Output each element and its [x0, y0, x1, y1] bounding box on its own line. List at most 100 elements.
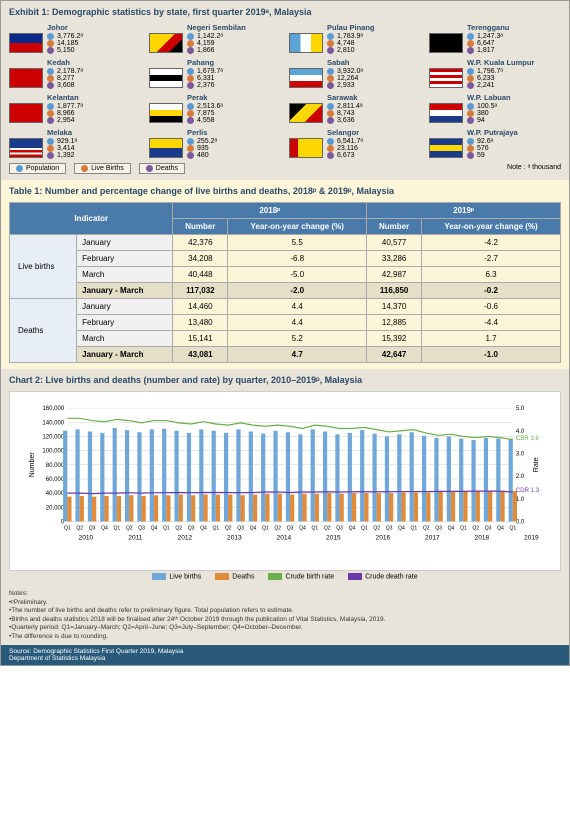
deaths-icon [467, 82, 474, 89]
exhibit-section: Exhibit 1: Demographic statistics by sta… [1, 1, 569, 180]
state-livebirths: 8,743 [337, 110, 355, 117]
livebirths-icon [47, 75, 54, 82]
state-livebirths: 6,647 [477, 40, 495, 47]
livebirths-icon [327, 110, 334, 117]
state-flag [149, 68, 183, 88]
svg-text:120,000: 120,000 [42, 434, 65, 440]
state-name: Selangor [327, 128, 363, 137]
note-line: •Births and deaths statistics 2018 will … [9, 616, 561, 624]
chart-legend-item: Live births [152, 573, 201, 580]
svg-text:Q2: Q2 [76, 526, 83, 532]
deaths-icon [187, 82, 194, 89]
livebirths-icon [47, 145, 54, 152]
svg-text:40,000: 40,000 [46, 491, 65, 497]
svg-text:Q4: Q4 [398, 526, 405, 532]
state-population: 100.5ᵃ [477, 103, 497, 110]
state-flag [149, 33, 183, 53]
svg-text:Q3: Q3 [237, 526, 244, 532]
livebirths-icon [187, 75, 194, 82]
svg-text:Q1: Q1 [460, 526, 467, 532]
livebirths-icon [187, 110, 194, 117]
table-row: March15,1415.215,3921.7 [10, 331, 561, 347]
svg-text:Q3: Q3 [138, 526, 145, 532]
svg-text:Q1: Q1 [311, 526, 318, 532]
notes-section: Notes: •ᵖPreliminary.•The number of live… [1, 586, 569, 645]
state-card: Negeri Sembilan 1,142.2ᵃ 4,159 1,866 [149, 23, 281, 54]
population-icon [47, 103, 54, 110]
state-card: Pulau Pinang 1,783.9ᵃ 4,748 2,810 [289, 23, 421, 54]
state-name: Negeri Sembilan [187, 23, 246, 32]
svg-text:Q2: Q2 [274, 526, 281, 532]
state-name: Perlis [187, 128, 217, 137]
state-name: Terengganu [467, 23, 509, 32]
svg-text:4.0: 4.0 [516, 429, 525, 435]
state-deaths: 2,810 [337, 47, 355, 54]
state-deaths: 2,954 [57, 117, 75, 124]
svg-text:Q3: Q3 [188, 526, 195, 532]
legend-deaths: Deaths [139, 163, 185, 174]
population-icon [47, 138, 54, 145]
population-icon [467, 138, 474, 145]
svg-text:2016: 2016 [376, 535, 391, 542]
svg-text:2.0: 2.0 [516, 474, 525, 480]
state-card: Sabah 3,932.0ᵃ 12,264 2,933 [289, 58, 421, 89]
deaths-icon [467, 152, 474, 159]
state-livebirths: 380 [477, 110, 489, 117]
state-name: Perak [187, 93, 223, 102]
state-name: Melaka [47, 128, 77, 137]
svg-text:20,000: 20,000 [46, 505, 65, 511]
svg-text:Q2: Q2 [423, 526, 430, 532]
deaths-icon [187, 152, 194, 159]
state-name: Sabah [327, 58, 363, 67]
chart-section: Chart 2: Live births and deaths (number … [1, 369, 569, 586]
svg-text:Q4: Q4 [200, 526, 207, 532]
state-livebirths: 6,233 [477, 75, 495, 82]
state-name: Pahang [187, 58, 223, 67]
svg-text:2010: 2010 [79, 535, 94, 542]
svg-text:CDR 1.3: CDR 1.3 [516, 488, 540, 494]
svg-text:Q3: Q3 [435, 526, 442, 532]
state-card: Johor 3,776.2ᵃ 14,185 5,150 [9, 23, 141, 54]
state-livebirths: 23,116 [337, 145, 358, 152]
state-flag [149, 103, 183, 123]
state-card: Sarawak 2,811.4ᵃ 8,743 3,636 [289, 93, 421, 124]
livebirths-icon [47, 110, 54, 117]
state-card: Melaka 929.1ᵃ 3,414 1,392 [9, 128, 141, 159]
state-population: 2,811.4ᵃ [337, 103, 362, 110]
svg-text:140,000: 140,000 [42, 420, 65, 426]
state-population: 3,776.2ᵃ [57, 33, 83, 40]
state-deaths: 4,558 [197, 117, 215, 124]
table-row: February13,4804.412,885-4.4 [10, 315, 561, 331]
state-name: Kedah [47, 58, 83, 67]
table-section: Table 1: Number and percentage change of… [1, 180, 569, 369]
state-flag [289, 103, 323, 123]
state-population: 1,796.7ᵃ [477, 68, 503, 75]
svg-text:Q2: Q2 [126, 526, 133, 532]
svg-text:2017: 2017 [425, 535, 440, 542]
state-name: Sarawak [327, 93, 362, 102]
svg-text:2014: 2014 [277, 535, 292, 542]
state-flag [289, 33, 323, 53]
state-livebirths: 7,875 [197, 110, 215, 117]
svg-text:80,000: 80,000 [46, 463, 65, 469]
table-title: Table 1: Number and percentage change of… [9, 186, 561, 196]
state-livebirths: 4,748 [337, 40, 355, 47]
svg-text:Q1: Q1 [410, 526, 417, 532]
state-deaths: 6,673 [337, 152, 355, 159]
table-row: February34,208-6.833,286-2.7 [10, 251, 561, 267]
table-row: January - March117,032-2.0116,850-0.2 [10, 283, 561, 299]
population-icon [327, 103, 334, 110]
state-flag [429, 138, 463, 158]
state-deaths: 480 [197, 152, 209, 159]
svg-text:Q4: Q4 [448, 526, 455, 532]
state-card: Perlis 255.2ᵃ 935 480 [149, 128, 281, 159]
population-icon [187, 138, 194, 145]
state-livebirths: 576 [477, 145, 489, 152]
chart-legend-item: Crude birth rate [268, 573, 334, 580]
population-icon [327, 138, 334, 145]
state-name: Pulau Pinang [327, 23, 375, 32]
state-deaths: 1,866 [197, 47, 215, 54]
svg-text:Q1: Q1 [262, 526, 269, 532]
exhibit-title: Exhibit 1: Demographic statistics by sta… [9, 7, 561, 17]
table-row: January - March43,0814.742,647-1.0 [10, 347, 561, 363]
